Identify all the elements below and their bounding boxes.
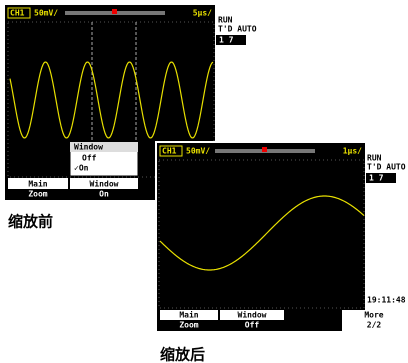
indicator: 1 7 [219, 36, 234, 45]
trigger-mode: T'D AUTO [218, 25, 257, 34]
popup-option[interactable]: Off [82, 154, 97, 163]
graticule [7, 21, 215, 178]
time-per-div: 5μs/ [193, 9, 212, 18]
softkey[interactable] [70, 178, 138, 189]
softkey-value[interactable]: Off [245, 321, 260, 330]
channel: CH1 [10, 9, 25, 18]
softkey-label[interactable]: Window [238, 310, 267, 320]
softkey[interactable] [8, 178, 68, 189]
trigger-mode: T'D AUTO [367, 163, 406, 172]
popup-option[interactable]: ✓On [74, 164, 89, 173]
softkey[interactable] [220, 310, 284, 320]
softkey-label[interactable]: More [364, 311, 383, 320]
screen-bg [157, 143, 365, 331]
popup-menu: Window Off ✓On [69, 141, 139, 177]
softkey-value[interactable]: On [99, 190, 109, 199]
volts-per-div: 50mV/ [186, 147, 210, 156]
softkey-label[interactable]: Window [90, 179, 119, 189]
channel: CH1 [162, 147, 177, 156]
graticule [158, 159, 365, 309]
screen-before: CH1 50mV/ 5μs/ RUN T'D AUTO 1 7 Window O… [5, 5, 257, 200]
channel-box [159, 145, 183, 157]
indicator: 1 7 [369, 174, 384, 183]
indicator-box [216, 35, 246, 45]
softkey[interactable] [342, 310, 406, 331]
trigger-marker [262, 147, 267, 152]
channel-box [7, 7, 31, 19]
popup-title[interactable]: Window [74, 142, 103, 152]
run-status: RUN [367, 154, 382, 163]
screen-after: CH1 50mV/ 1μs/ RUN T'D AUTO 1 7 19:11:48… [155, 141, 408, 333]
indicator-box [366, 173, 396, 183]
caption: 缩放后 [160, 346, 205, 363]
softkey-value[interactable]: Zoom [179, 321, 198, 330]
waveform [9, 61, 214, 139]
popup-header [70, 142, 138, 152]
softkey-value[interactable]: Zoom [28, 190, 47, 199]
softkey-label[interactable]: Main [179, 310, 198, 320]
run-status: RUN [218, 16, 233, 25]
waveform [159, 195, 365, 271]
caption: 缩放前 [8, 213, 53, 231]
softkey[interactable] [160, 310, 218, 320]
volts-per-div: 50mV/ [34, 9, 58, 18]
time-per-div: 1μs/ [343, 147, 362, 156]
softkey-value[interactable]: 2/2 [367, 321, 382, 330]
trigger-marker [112, 9, 117, 14]
clock: 19:11:48 [367, 296, 406, 305]
softkey-label[interactable]: Main [28, 179, 47, 189]
